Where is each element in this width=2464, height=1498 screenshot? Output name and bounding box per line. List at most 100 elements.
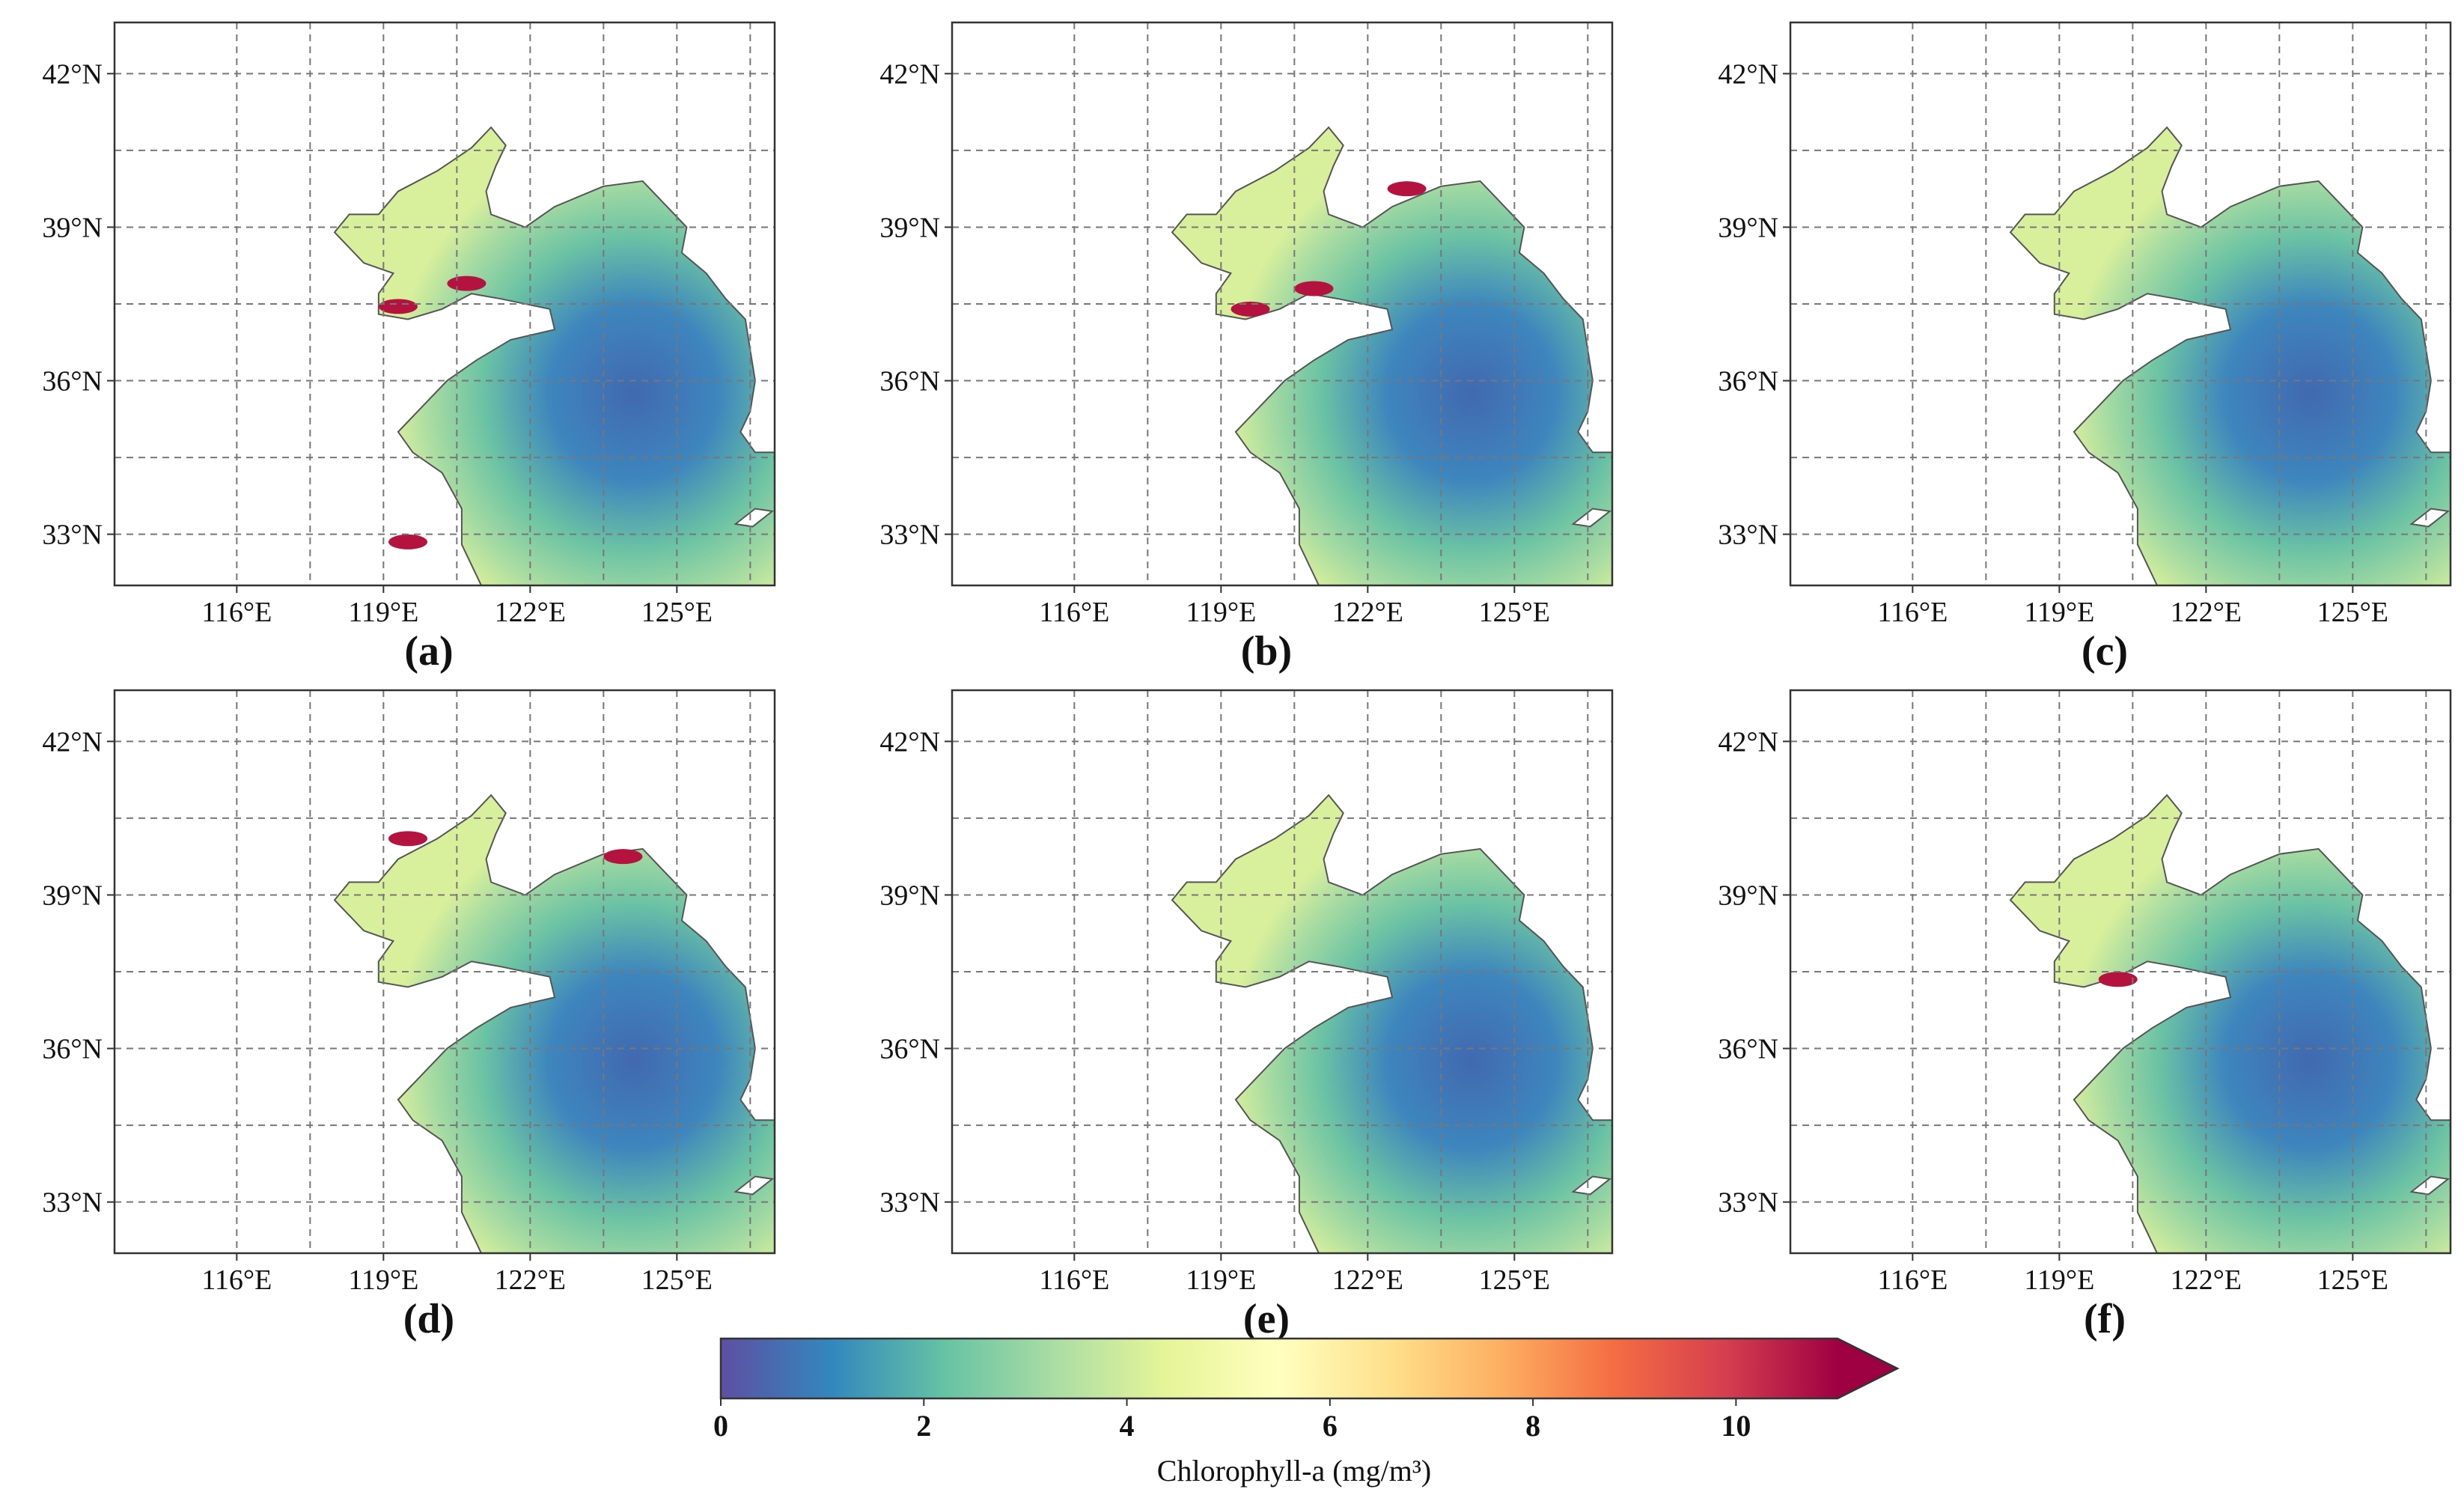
- gridlines: [1790, 690, 2451, 1253]
- map-panel-a: 116°E 119°E 122°E 125°E 33°N 36°N 39°N 42°N (a): [42, 21, 776, 675]
- lon-tick-label: 122°E: [2171, 597, 2242, 628]
- lon-tick-label: 119°E: [2024, 597, 2094, 628]
- lon-tick-label: 125°E: [1479, 1264, 1550, 1296]
- lat-tick-label: 42°N: [42, 726, 103, 758]
- map-frame: [951, 21, 1614, 587]
- colorbar-label: Chlorophyll-a (mg/m³): [1157, 1454, 1431, 1488]
- lat-tick-label: 39°N: [1718, 880, 1778, 911]
- lon-tick-label: 122°E: [495, 1264, 566, 1296]
- lon-tick-label: 125°E: [641, 597, 713, 628]
- lat-tick-label: 36°N: [1718, 366, 1778, 398]
- colorbar: 0 2 4 6 8 10 Chlorophyll-a (mg/m³): [713, 1337, 1900, 1488]
- map-panel-d: 116°E 119°E 122°E 125°E 33°N 36°N 39°N 42°N (d): [42, 689, 776, 1342]
- sea-surface: [333, 794, 775, 1253]
- lon-tick-label: 122°E: [1332, 597, 1403, 628]
- lon-tick-label: 116°E: [201, 597, 272, 628]
- lat-tick-label: 42°N: [42, 58, 103, 90]
- lat-tick-label: 36°N: [879, 1034, 940, 1065]
- colorbar-tick-label: 6: [1323, 1409, 1338, 1443]
- lon-tick-label: 125°E: [2317, 1264, 2388, 1296]
- island: [734, 1175, 775, 1196]
- high-chlorophyll-spot: [2098, 972, 2138, 987]
- panel-caption: (d): [403, 1296, 454, 1342]
- lat-tick-label: 39°N: [42, 212, 103, 243]
- island: [734, 508, 775, 528]
- panel-caption: (f): [2084, 1296, 2126, 1342]
- lat-tick-label: 39°N: [1718, 212, 1778, 243]
- gridlines: [115, 22, 775, 585]
- colorbar-tick-label: 2: [916, 1409, 931, 1443]
- lat-tick-label: 33°N: [879, 1187, 940, 1219]
- sea-surface: [333, 126, 775, 585]
- panel-caption: (c): [2082, 628, 2128, 675]
- lon-tick-label: 122°E: [495, 597, 566, 628]
- island: [2409, 1175, 2451, 1196]
- panel-caption: (a): [404, 628, 453, 675]
- gridlines: [1790, 22, 2451, 585]
- lon-tick-label: 119°E: [348, 1264, 418, 1296]
- lat-tick-label: 42°N: [1718, 726, 1778, 758]
- sea-surface: [2009, 794, 2451, 1253]
- map-frame: [1789, 689, 2452, 1255]
- lat-tick-label: 33°N: [879, 520, 940, 551]
- lon-tick-label: 125°E: [2317, 597, 2388, 628]
- sea-surface: [1171, 794, 1612, 1253]
- map-frame: [1789, 21, 2452, 587]
- map-frame: [113, 689, 776, 1255]
- map-panel-e: 116°E 119°E 122°E 125°E 33°N 36°N 39°N 42°N (e): [879, 689, 1614, 1342]
- island: [2409, 508, 2451, 528]
- lon-tick-label: 119°E: [1186, 597, 1256, 628]
- map-panel-c: 116°E 119°E 122°E 125°E 33°N 36°N 39°N 42°N (c): [1718, 21, 2452, 675]
- lon-tick-label: 119°E: [1186, 1264, 1256, 1296]
- high-chlorophyll-spot: [388, 534, 427, 549]
- lon-tick-label: 125°E: [1479, 597, 1550, 628]
- lat-tick-label: 39°N: [879, 880, 940, 911]
- colorbar-gradient: [721, 1339, 1838, 1398]
- panel-caption: (b): [1241, 628, 1292, 675]
- lon-tick-label: 116°E: [1039, 1264, 1109, 1296]
- lat-tick-label: 42°N: [879, 726, 940, 758]
- island: [1571, 508, 1612, 528]
- lat-tick-label: 33°N: [42, 1187, 103, 1219]
- lat-tick-label: 36°N: [879, 366, 940, 398]
- lon-tick-label: 122°E: [1332, 1264, 1403, 1296]
- high-chlorophyll-spot: [603, 849, 643, 865]
- map-frame: [951, 689, 1614, 1255]
- map-panel-b: 116°E 119°E 122°E 125°E 33°N 36°N 39°N 42°N (b): [879, 21, 1614, 675]
- lat-tick-label: 33°N: [1718, 1187, 1778, 1219]
- lon-tick-label: 122°E: [2171, 1264, 2242, 1296]
- lon-tick-label: 116°E: [1039, 597, 1109, 628]
- lat-tick-label: 36°N: [1718, 1034, 1778, 1065]
- sea-surface: [1171, 126, 1612, 585]
- lat-tick-label: 42°N: [879, 58, 940, 90]
- high-chlorophyll-spot: [378, 299, 418, 314]
- gridlines: [952, 690, 1612, 1253]
- high-chlorophyll-spot: [388, 831, 427, 847]
- high-chlorophyll-spot: [1294, 281, 1334, 296]
- colorbar-tick-label: 0: [713, 1409, 728, 1443]
- high-chlorophyll-spot: [447, 275, 487, 291]
- high-chlorophyll-spot: [1231, 301, 1270, 317]
- map-frame: [113, 21, 776, 587]
- gridlines: [115, 690, 775, 1253]
- lat-tick-label: 42°N: [1718, 58, 1778, 90]
- colorbar-tick-label: 10: [1721, 1409, 1751, 1443]
- lat-tick-label: 36°N: [42, 366, 103, 398]
- colorbar-tick-label: 8: [1525, 1409, 1540, 1443]
- lat-tick-label: 39°N: [879, 212, 940, 243]
- lat-tick-label: 36°N: [42, 1034, 103, 1065]
- colorbar-extend-arrow: [1838, 1339, 1897, 1398]
- colorbar-tick-label: 4: [1120, 1409, 1135, 1443]
- lat-tick-label: 39°N: [42, 880, 103, 911]
- gridlines: [952, 22, 1612, 585]
- high-chlorophyll-spot: [1387, 181, 1427, 197]
- map-panel-f: 116°E 119°E 122°E 125°E 33°N 36°N 39°N 42°N (f): [1718, 689, 2452, 1342]
- lon-tick-label: 116°E: [1877, 597, 1948, 628]
- lat-tick-label: 33°N: [42, 520, 103, 551]
- panel-caption: (e): [1243, 1296, 1290, 1342]
- colorbar-outline: [719, 1337, 1900, 1400]
- lon-tick-label: 116°E: [201, 1264, 272, 1296]
- lat-tick-label: 33°N: [1718, 520, 1778, 551]
- lon-tick-label: 125°E: [641, 1264, 713, 1296]
